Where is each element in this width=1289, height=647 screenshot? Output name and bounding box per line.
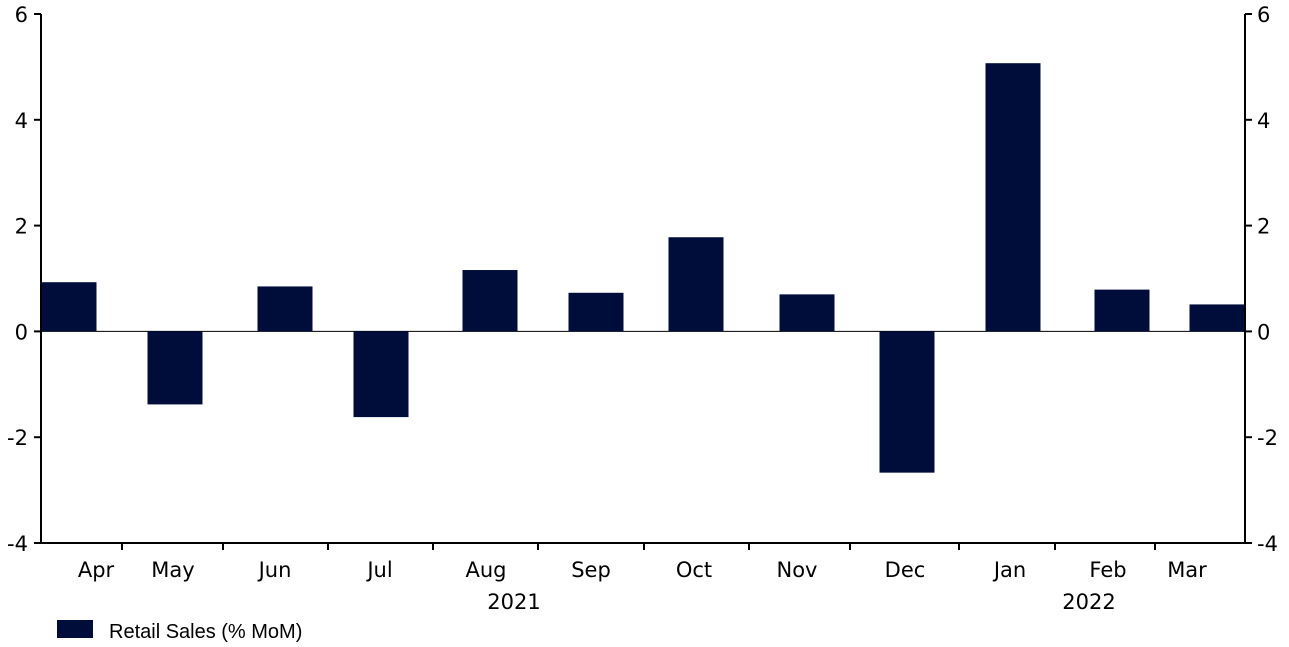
bar-jul <box>353 331 409 418</box>
y-tick-label-right: -4 <box>1257 532 1278 556</box>
y-tick-label-left: 6 <box>15 3 28 27</box>
x-tick-label-oct: Oct <box>676 558 712 582</box>
x-tick-label-feb: Feb <box>1089 558 1126 582</box>
x-tick-label-apr: Apr <box>78 558 115 582</box>
bar-jan <box>985 63 1041 332</box>
x-tick-label-jan: Jan <box>992 558 1026 582</box>
y-tick-label-left: -4 <box>7 532 28 556</box>
x-tick-label-jul: Jul <box>365 558 392 582</box>
legend-label: Retail Sales (% MoM) <box>109 621 302 643</box>
year-label-2022: 2022 <box>1062 590 1115 614</box>
x-tick-label-jun: Jun <box>257 558 292 582</box>
legend: Retail Sales (% MoM) <box>57 620 302 643</box>
x-tick-label-may: May <box>151 558 194 582</box>
labels-group: -4 -4 -2 -2 0 0 2 2 4 4 6 6 Apr May Jun Jul Aug Sep Oct Nov… <box>7 3 1278 614</box>
bar-nov <box>779 294 835 332</box>
y-tick-label-right: 4 <box>1257 109 1270 133</box>
x-tick-label-sep: Sep <box>571 558 611 582</box>
x-tick-label-mar: Mar <box>1167 558 1207 582</box>
y-tick-label-right: -2 <box>1257 426 1278 450</box>
y-tick-label-left: 0 <box>15 320 28 344</box>
legend-swatch <box>57 620 93 638</box>
y-tick-label-left: 2 <box>15 215 28 239</box>
bar-may <box>147 331 203 405</box>
bar-jun <box>257 286 313 332</box>
y-tick-label-left: 4 <box>15 109 28 133</box>
x-tick-label-dec: Dec <box>885 558 926 582</box>
bar-apr <box>42 282 97 332</box>
bar-feb <box>1094 289 1150 332</box>
bar-sep <box>568 292 624 332</box>
y-tick-label-right: 0 <box>1257 320 1270 344</box>
bar-dec <box>879 331 935 473</box>
y-tick-label-right: 2 <box>1257 215 1270 239</box>
bars-group <box>42 63 1244 473</box>
y-tick-label-left: -2 <box>7 426 28 450</box>
year-label-2021: 2021 <box>487 590 540 614</box>
bar-aug <box>462 270 518 332</box>
axes-group <box>34 13 1252 550</box>
y-tick-label-right: 6 <box>1257 3 1270 27</box>
x-tick-label-aug: Aug <box>465 558 506 582</box>
x-tick-label-nov: Nov <box>777 558 818 582</box>
bar-mar <box>1189 304 1244 332</box>
bar-oct <box>668 237 724 332</box>
